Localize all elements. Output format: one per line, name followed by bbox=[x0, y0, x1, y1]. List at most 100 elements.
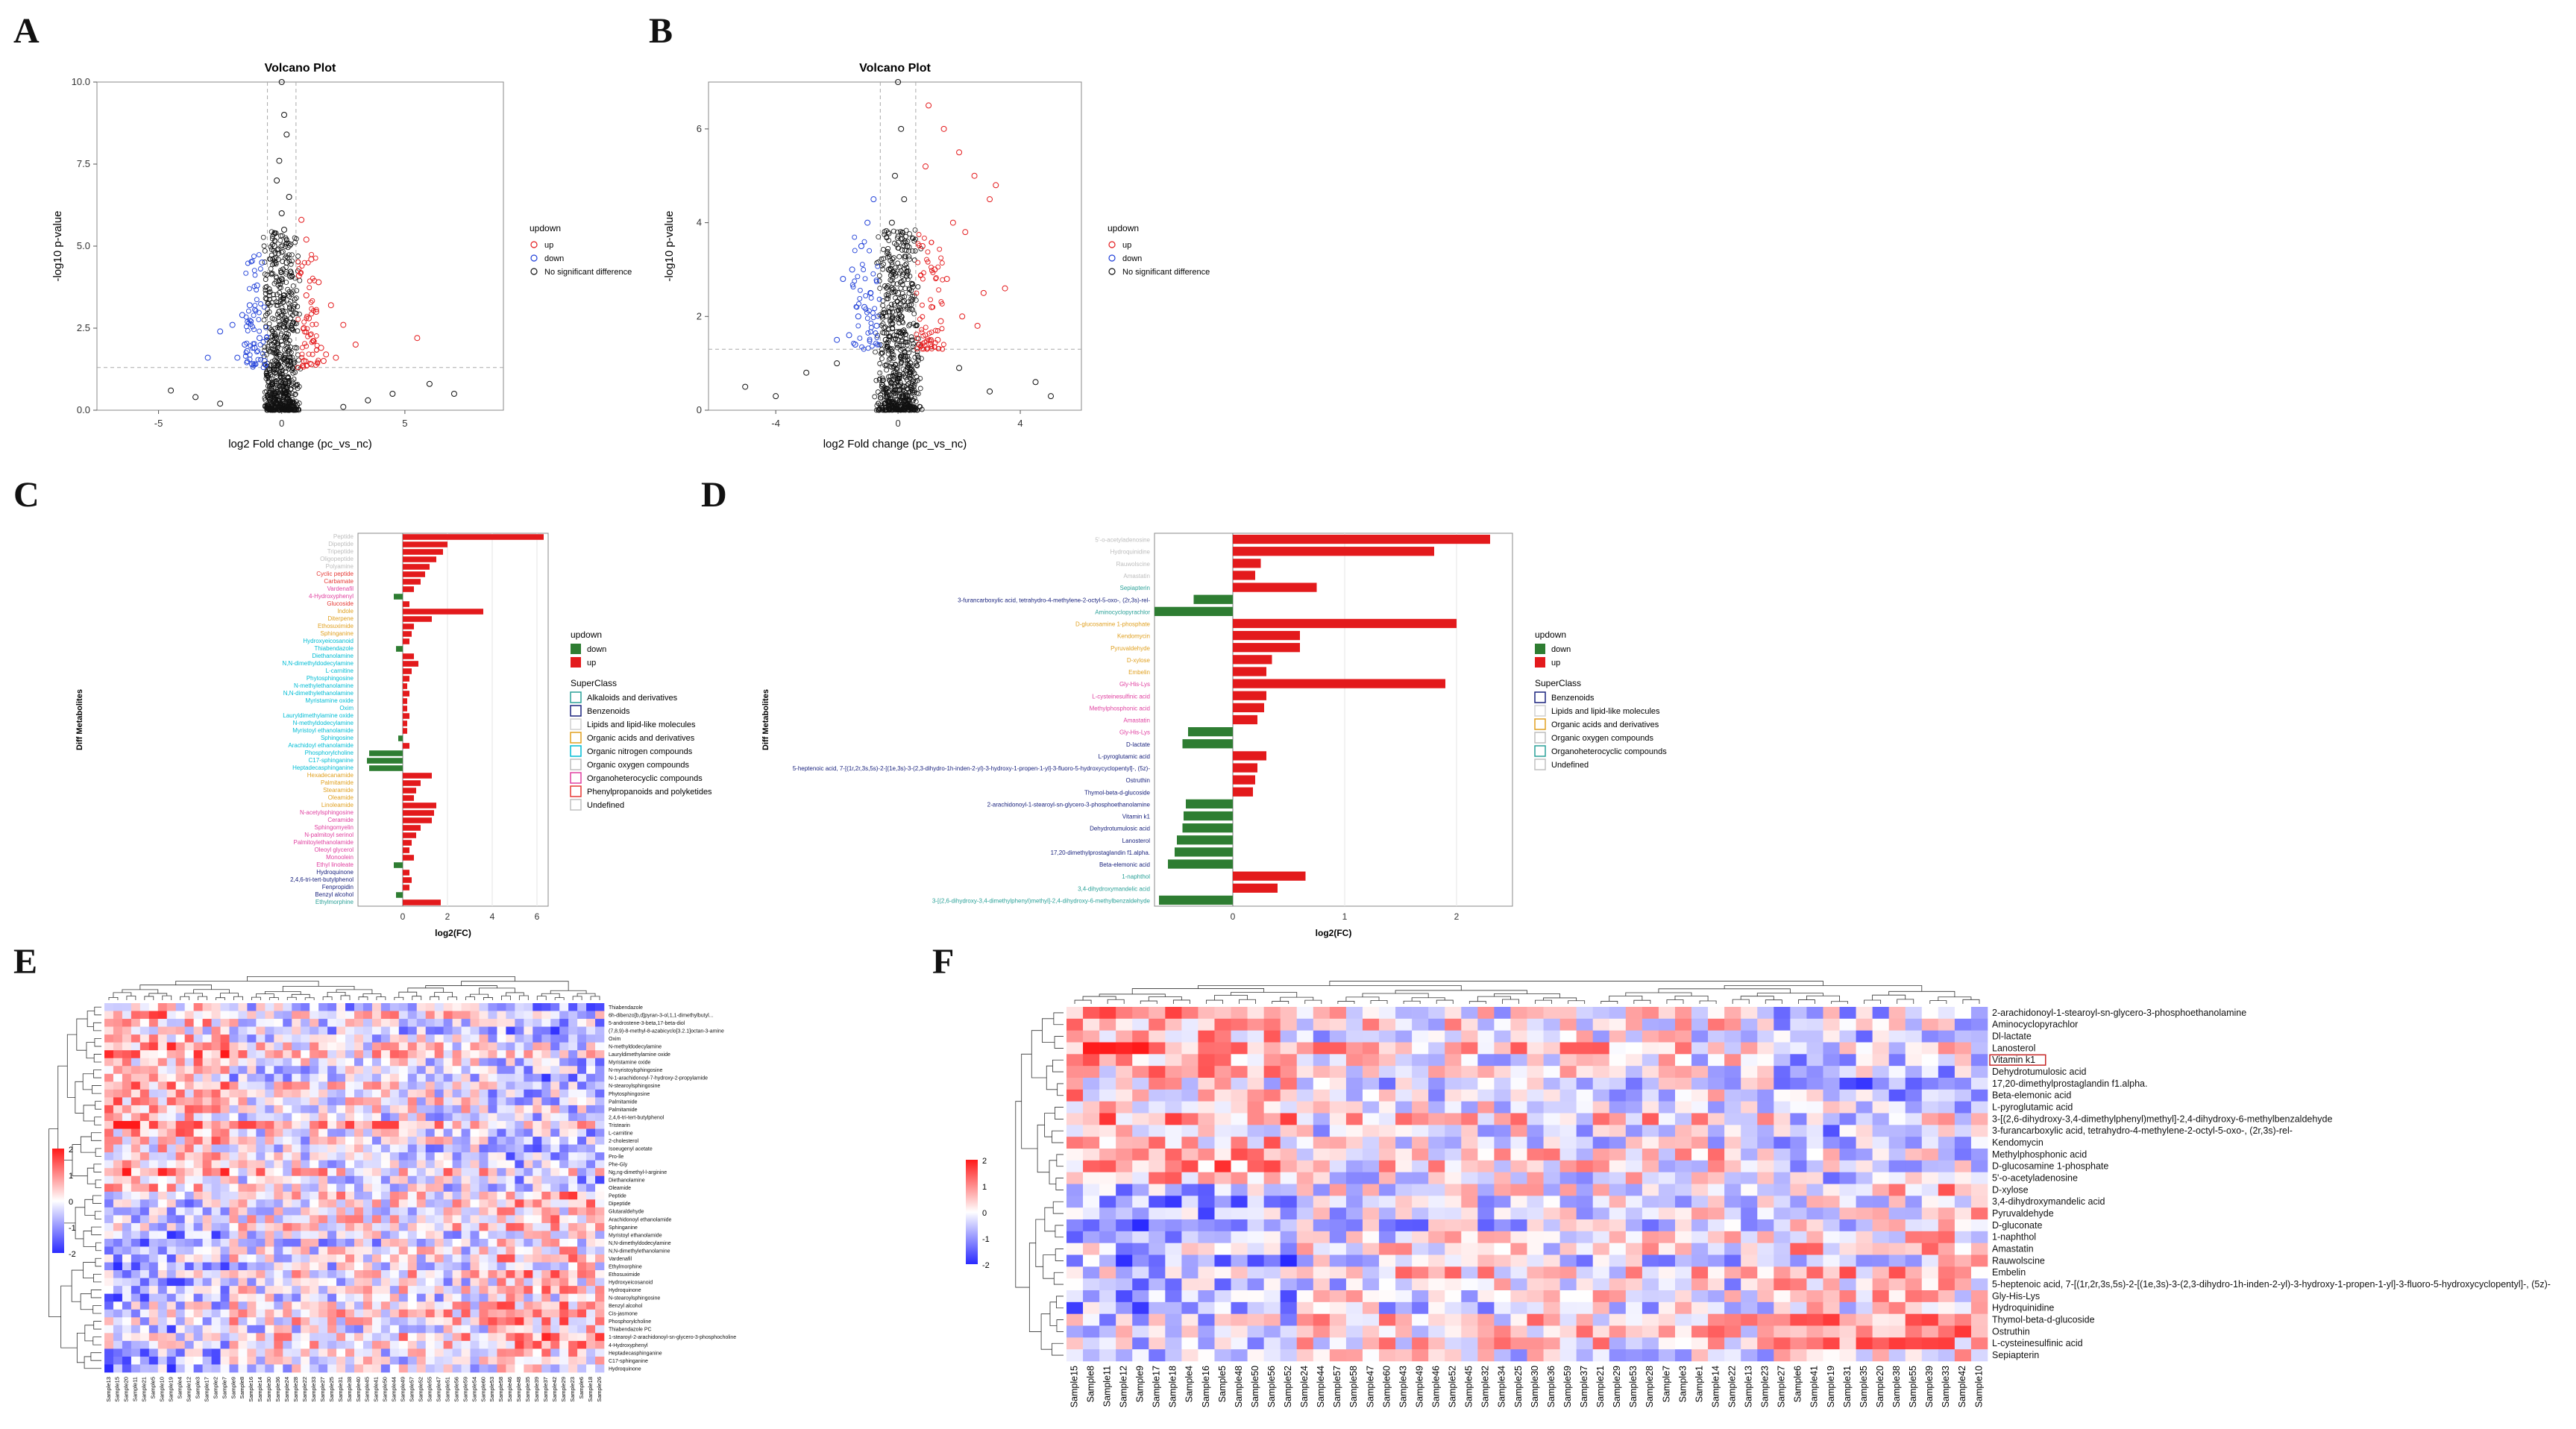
heatmap-cell bbox=[533, 1089, 542, 1098]
row-label: Lauryldimethylamine oxide bbox=[609, 1052, 670, 1058]
bar-label: Carbamate bbox=[324, 578, 354, 585]
scatter-point-down bbox=[251, 345, 258, 351]
heatmap-cell bbox=[416, 1137, 427, 1145]
heatmap-cell bbox=[336, 1222, 346, 1231]
heatmap-cell bbox=[586, 1113, 596, 1122]
scatter-point-ns bbox=[889, 407, 895, 413]
dendrogram-branch bbox=[340, 995, 351, 1000]
heatmap-cell bbox=[425, 1160, 435, 1169]
heatmap-cell bbox=[497, 1019, 506, 1027]
scatter-point-up bbox=[924, 257, 929, 263]
row-label: Peptide bbox=[609, 1194, 626, 1199]
bar-up bbox=[403, 788, 416, 794]
scatter-point-down bbox=[852, 234, 858, 240]
heatmap-cell bbox=[515, 1034, 524, 1043]
scatter-point-ns bbox=[906, 307, 912, 313]
heatmap-cell bbox=[113, 1011, 123, 1020]
heatmap-cell bbox=[283, 1113, 292, 1122]
heatmap-cell bbox=[148, 1073, 159, 1082]
heatmap-cell bbox=[238, 1058, 248, 1067]
heatmap-cell bbox=[533, 1073, 542, 1082]
heatmap-cell bbox=[461, 1199, 471, 1208]
heatmap-cell bbox=[407, 1301, 418, 1310]
heatmap-cell bbox=[193, 1089, 203, 1098]
heatmap-cell bbox=[488, 1238, 497, 1247]
bar-up bbox=[403, 624, 414, 629]
heatmap-cell bbox=[301, 1340, 310, 1349]
scatter-point-ns bbox=[295, 254, 301, 259]
x-tick-label: 0 bbox=[895, 418, 900, 429]
heatmap-cell bbox=[122, 1160, 132, 1169]
heatmap-cell bbox=[1724, 1018, 1741, 1031]
column-label: Sample24 bbox=[283, 1377, 290, 1402]
scatter-point-ns bbox=[280, 324, 286, 330]
heatmap-cell bbox=[184, 1003, 194, 1011]
heatmap-cell bbox=[157, 1246, 168, 1255]
scatter-point-up bbox=[987, 196, 993, 203]
heatmap-cell bbox=[318, 1293, 328, 1302]
heatmap-cell bbox=[398, 1066, 409, 1075]
heatmap-cell bbox=[274, 1073, 283, 1082]
heatmap-cell bbox=[229, 1333, 239, 1342]
heatmap-cell bbox=[229, 1089, 239, 1098]
heatmap-cell bbox=[488, 1293, 497, 1302]
heatmap-cell bbox=[274, 1120, 283, 1129]
heatmap-cell bbox=[301, 1333, 310, 1342]
heatmap-cell bbox=[524, 1152, 533, 1161]
scatter-point-down bbox=[251, 313, 257, 318]
heatmap-cell bbox=[247, 1034, 257, 1043]
heatmap-cell bbox=[166, 1050, 177, 1059]
heatmap-cell bbox=[220, 1262, 230, 1271]
scatter-point-up bbox=[298, 216, 305, 223]
heatmap-cell bbox=[345, 1019, 355, 1027]
scatter-point-down bbox=[204, 354, 211, 361]
heatmap-cell bbox=[488, 1270, 497, 1278]
heatmap-cell bbox=[425, 1113, 435, 1122]
row-label: N-methyldodecylamine bbox=[609, 1045, 662, 1050]
y-tick-label: 4 bbox=[697, 217, 702, 228]
heatmap-cell bbox=[184, 1050, 194, 1059]
heatmap-cell bbox=[398, 1340, 409, 1349]
scatter-point-ns bbox=[878, 392, 883, 398]
column-label: Sample39 bbox=[533, 1377, 540, 1402]
heatmap-cell bbox=[497, 1317, 506, 1326]
heatmap-cell bbox=[577, 1246, 587, 1255]
heatmap-cell bbox=[310, 1137, 319, 1145]
heatmap-cell bbox=[416, 1168, 427, 1177]
scatter-point-ns bbox=[275, 300, 281, 306]
heatmap-cell bbox=[398, 1081, 409, 1090]
scatter-point-ns bbox=[896, 376, 902, 382]
bar-label: Palmitamide bbox=[321, 779, 354, 786]
heatmap-cell bbox=[301, 1097, 310, 1106]
scatter-point-down bbox=[846, 332, 852, 339]
heatmap-cell bbox=[595, 1348, 605, 1357]
heatmap-cell bbox=[515, 1003, 524, 1011]
heatmap-cell bbox=[586, 1222, 596, 1231]
scatter-point-ns bbox=[280, 342, 285, 348]
row-label: Dipeptide bbox=[609, 1202, 631, 1207]
scatter-point-ns bbox=[271, 407, 277, 413]
heatmap-cell bbox=[1921, 1007, 1939, 1020]
heatmap-cell bbox=[220, 1160, 230, 1169]
heatmap-cell bbox=[362, 1113, 373, 1122]
scatter-point-up bbox=[313, 321, 319, 327]
heatmap-cell bbox=[256, 1325, 266, 1334]
dendrogram-branch bbox=[505, 992, 524, 996]
scatter-point-ns bbox=[890, 321, 896, 327]
scatter-point-ns bbox=[908, 337, 914, 343]
heatmap-cell bbox=[425, 1286, 435, 1294]
scatter-point-ns bbox=[262, 260, 268, 265]
scatter-point-ns bbox=[266, 321, 272, 327]
heatmap-cell bbox=[354, 1199, 364, 1208]
heatmap-cell bbox=[131, 1003, 141, 1011]
scatter-point-up bbox=[296, 266, 302, 271]
heatmap-cell bbox=[497, 1137, 506, 1145]
heatmap-cell bbox=[524, 1348, 533, 1357]
heatmap-cell bbox=[488, 1050, 497, 1059]
heatmap-cell bbox=[568, 1042, 578, 1051]
heatmap-cell bbox=[229, 1238, 239, 1247]
scatter-point-ns bbox=[890, 336, 896, 342]
heatmap-cell bbox=[148, 1011, 159, 1020]
heatmap-cell bbox=[139, 1286, 150, 1294]
heatmap-cell bbox=[362, 1199, 373, 1208]
